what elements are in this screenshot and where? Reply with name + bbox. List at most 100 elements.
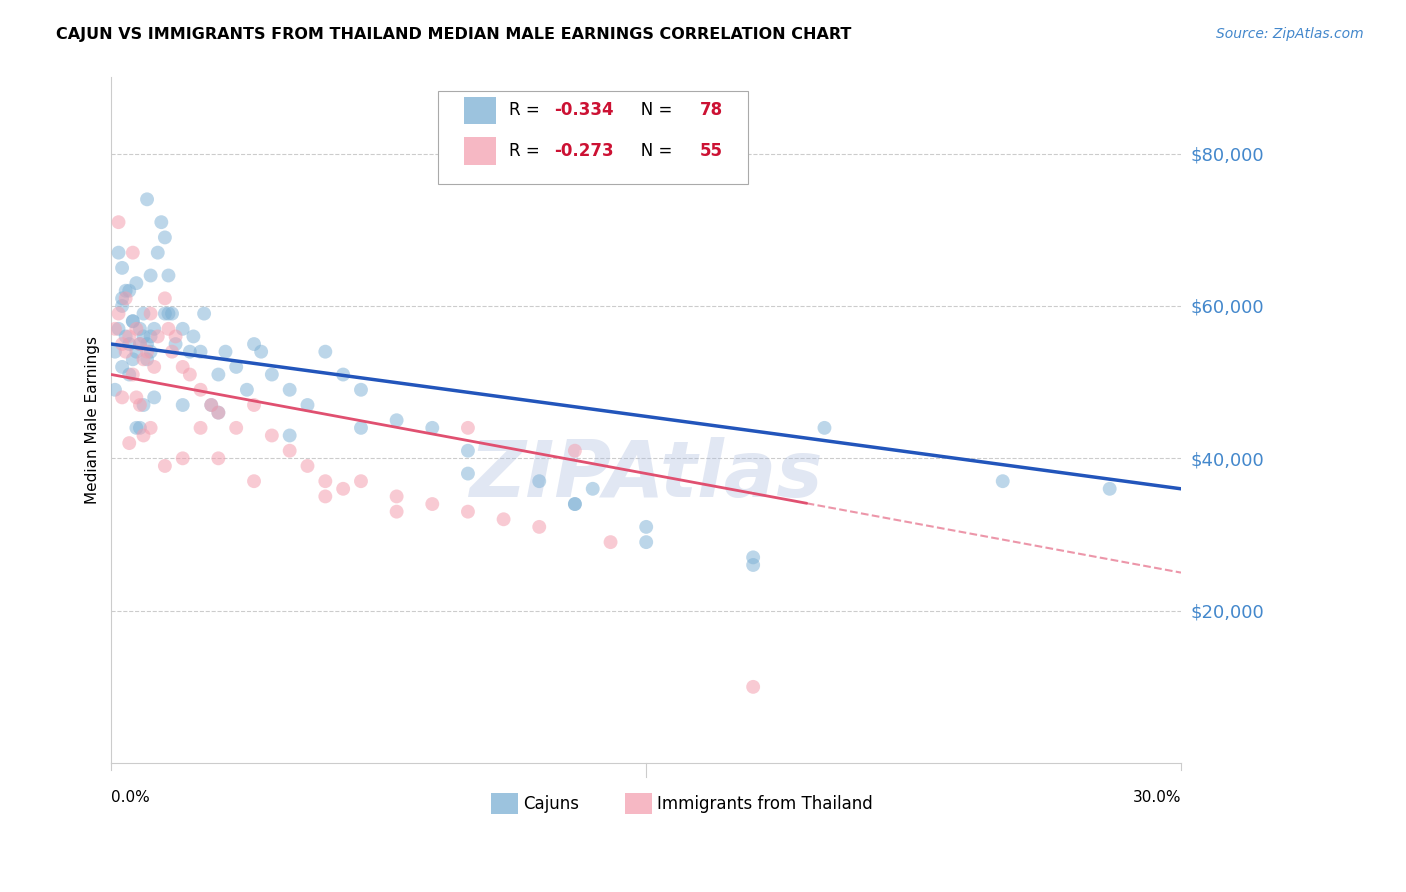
Point	[111, 291, 134, 305]
Point	[243, 398, 266, 412]
Point	[118, 284, 141, 298]
Point	[132, 352, 155, 367]
Point	[991, 474, 1014, 488]
Point	[742, 550, 765, 565]
Point	[125, 391, 148, 405]
Point	[129, 337, 152, 351]
Point	[125, 421, 148, 435]
Point	[1098, 482, 1121, 496]
Text: Cajuns: Cajuns	[523, 795, 579, 814]
Point	[136, 337, 159, 351]
Point	[114, 329, 136, 343]
Point	[564, 443, 586, 458]
Point	[278, 443, 301, 458]
FancyBboxPatch shape	[464, 96, 496, 124]
Point	[314, 344, 336, 359]
Point	[529, 474, 551, 488]
Point	[742, 680, 765, 694]
Point	[243, 474, 266, 488]
Point	[104, 322, 127, 336]
Text: R =: R =	[509, 142, 546, 160]
Point	[190, 344, 212, 359]
Point	[207, 406, 229, 420]
Point	[243, 337, 266, 351]
Point	[146, 329, 169, 343]
Point	[107, 215, 129, 229]
Point	[457, 467, 479, 481]
Y-axis label: Median Male Earnings: Median Male Earnings	[86, 336, 100, 504]
Point	[111, 299, 134, 313]
Point	[200, 398, 222, 412]
Point	[385, 490, 408, 504]
Point	[114, 284, 136, 298]
Point	[111, 260, 134, 275]
Point	[136, 192, 159, 206]
Point	[190, 421, 212, 435]
Point	[297, 458, 319, 473]
Point	[636, 520, 658, 534]
Point	[172, 398, 194, 412]
Point	[136, 352, 159, 367]
Point	[529, 520, 551, 534]
Point	[225, 359, 247, 374]
Text: N =: N =	[624, 142, 678, 160]
Point	[236, 383, 259, 397]
Point	[121, 314, 143, 328]
Point	[129, 421, 152, 435]
Point	[107, 307, 129, 321]
Point	[332, 368, 354, 382]
Point	[132, 307, 155, 321]
Point	[118, 337, 141, 351]
Point	[172, 451, 194, 466]
Point	[153, 307, 176, 321]
Point	[150, 215, 173, 229]
Point	[121, 352, 143, 367]
FancyBboxPatch shape	[464, 137, 496, 164]
Point	[143, 391, 166, 405]
Point	[314, 474, 336, 488]
Point	[139, 268, 162, 283]
Point	[385, 413, 408, 427]
Point	[350, 474, 373, 488]
Point	[136, 344, 159, 359]
Point	[160, 307, 183, 321]
Point	[157, 322, 180, 336]
Point	[250, 344, 273, 359]
Text: Immigrants from Thailand: Immigrants from Thailand	[657, 795, 873, 814]
Point	[157, 268, 180, 283]
Point	[153, 291, 176, 305]
Point	[350, 421, 373, 435]
Point	[125, 322, 148, 336]
Point	[420, 421, 443, 435]
Point	[139, 329, 162, 343]
Point	[165, 337, 187, 351]
Point	[125, 276, 148, 290]
Point	[314, 490, 336, 504]
Text: 30.0%: 30.0%	[1132, 790, 1181, 805]
Point	[121, 368, 143, 382]
Point	[143, 322, 166, 336]
FancyBboxPatch shape	[437, 91, 748, 184]
Point	[200, 398, 222, 412]
Point	[139, 421, 162, 435]
Point	[129, 337, 152, 351]
Point	[813, 421, 835, 435]
Point	[636, 535, 658, 549]
Point	[457, 421, 479, 435]
Text: R =: R =	[509, 102, 546, 120]
Point	[582, 482, 605, 496]
Point	[179, 344, 201, 359]
Text: 55: 55	[700, 142, 723, 160]
Point	[111, 391, 134, 405]
Point	[165, 329, 187, 343]
Point	[599, 535, 621, 549]
Point	[132, 329, 155, 343]
Point	[420, 497, 443, 511]
Point	[118, 368, 141, 382]
Point	[118, 329, 141, 343]
Point	[121, 314, 143, 328]
Text: -0.273: -0.273	[554, 142, 614, 160]
Point	[207, 368, 229, 382]
Text: 0.0%: 0.0%	[111, 790, 150, 805]
Point	[114, 291, 136, 305]
